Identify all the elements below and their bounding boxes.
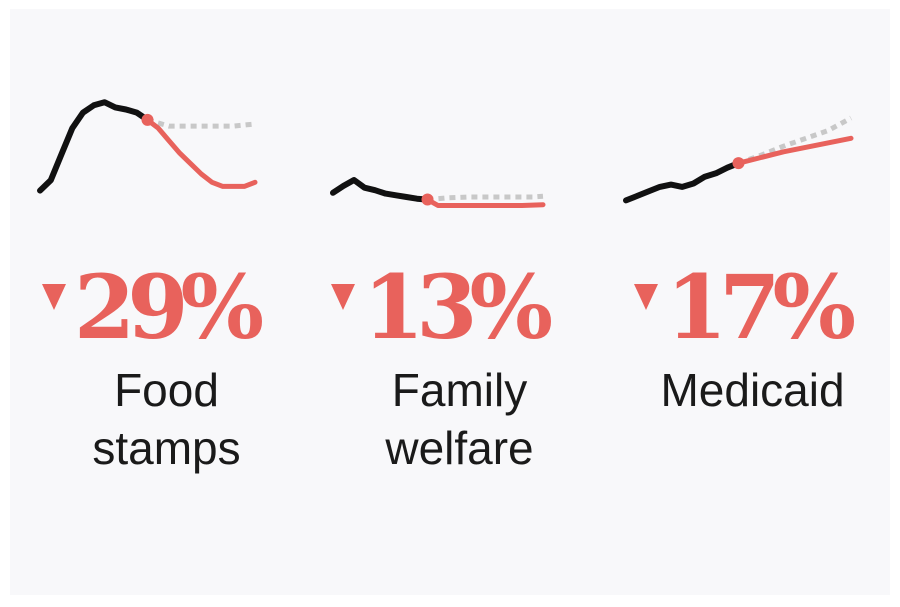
baseline-dashed-line bbox=[427, 193, 544, 203]
change-food-stamps: 29% bbox=[42, 255, 264, 359]
down-triangle-icon bbox=[331, 284, 355, 310]
down-triangle-icon bbox=[634, 284, 658, 310]
actual-line bbox=[330, 177, 431, 203]
infographic-panel: 29% Food stamps 13% Family welfare 17% M… bbox=[10, 9, 890, 595]
sparkline-family-welfare bbox=[330, 177, 546, 208]
pivot-point bbox=[421, 193, 434, 206]
pivot-point bbox=[732, 157, 745, 170]
down-triangle-icon bbox=[42, 284, 66, 310]
program-card-food-stamps: 29% Food stamps bbox=[20, 9, 313, 595]
cut-line bbox=[145, 117, 258, 189]
change-value: 17% bbox=[666, 255, 856, 359]
program-label: Family welfare bbox=[385, 364, 534, 474]
program-label: Medicaid bbox=[660, 364, 845, 416]
baseline-dashed-line bbox=[146, 117, 256, 129]
program-card-family-welfare: 13% Family welfare bbox=[313, 9, 606, 595]
pivot-point bbox=[141, 113, 154, 126]
sparkline-medicaid bbox=[623, 115, 854, 204]
change-family-welfare: 13% bbox=[331, 255, 553, 359]
baseline-dashed-line bbox=[737, 115, 853, 166]
change-value: 29% bbox=[74, 255, 264, 359]
cut-line bbox=[425, 197, 546, 208]
program-label: Food stamps bbox=[92, 364, 241, 474]
change-value: 13% bbox=[363, 255, 553, 359]
program-card-medicaid: 17% Medicaid bbox=[606, 9, 899, 595]
cut-line bbox=[736, 135, 854, 166]
sparkline-food-stamps bbox=[37, 99, 258, 194]
change-medicaid: 17% bbox=[634, 255, 856, 359]
actual-line bbox=[37, 99, 151, 194]
actual-line bbox=[623, 160, 742, 204]
